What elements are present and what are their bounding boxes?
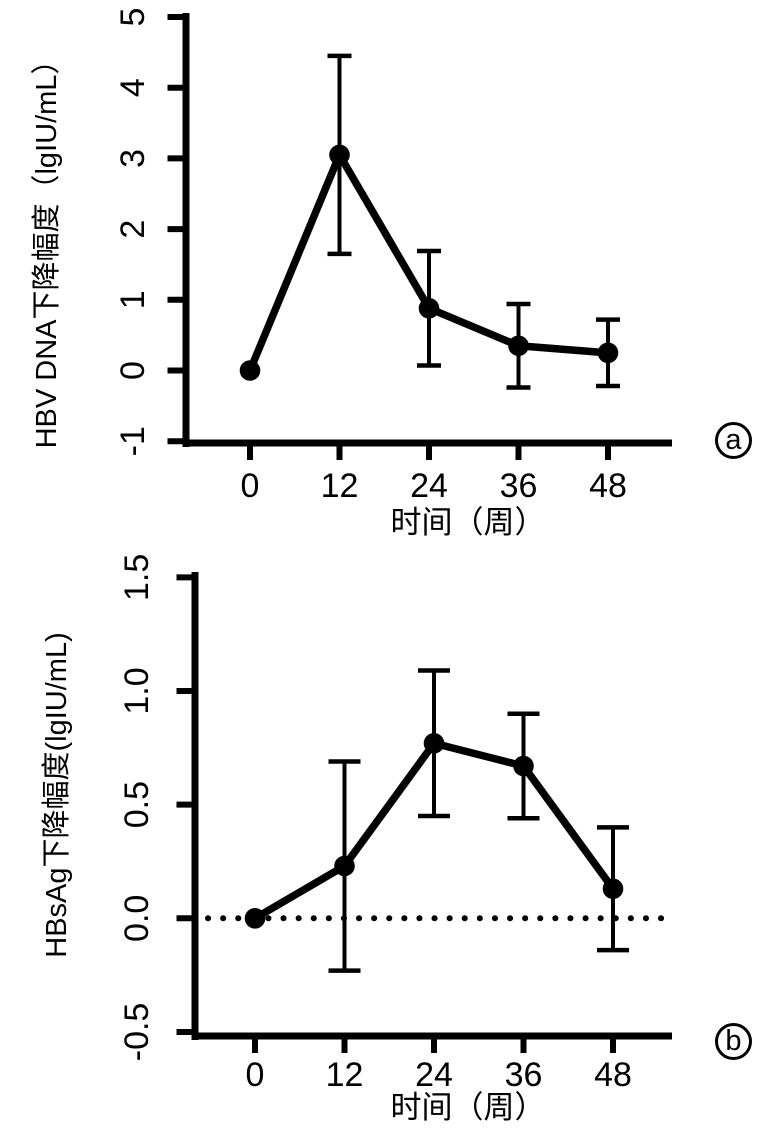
b-x-tick-label: 0	[246, 1056, 265, 1094]
b-data-point	[244, 908, 266, 929]
a-y-tick-label: 5	[114, 8, 152, 27]
b-data-point	[602, 878, 624, 900]
b-y-tick-label: 0.5	[118, 781, 156, 828]
panel-b-badge: b	[715, 1023, 752, 1060]
a-data-point	[418, 297, 440, 319]
a-x-tick-label: 36	[500, 467, 538, 505]
a-x-tick-label: 12	[321, 467, 359, 505]
a-x-tick-label: 24	[410, 467, 448, 505]
chart-panel-a: 5 4 3 2 1 0 -1 0 12 24 36 48 时间（周） HBV DNA下降幅度（lgIU/m…	[30, 8, 672, 540]
b-y-axis-title: HBsAg下降幅度(lgIU/mL)	[40, 632, 73, 958]
b-x-tick-label: 24	[415, 1056, 453, 1094]
b-y-tick-label: 1.5	[118, 554, 156, 601]
a-data-point	[508, 335, 529, 357]
b-x-tick-label: 48	[594, 1056, 632, 1094]
a-x-axis-title: 时间（周）	[391, 505, 546, 540]
b-y-tick-label: -0.5	[118, 1003, 156, 1062]
a-y-tick-label: 3	[114, 149, 152, 168]
b-x-tick-label: 36	[505, 1056, 543, 1094]
b-x-tick-label: 12	[326, 1056, 364, 1094]
b-data-point	[513, 755, 534, 777]
a-data-point	[597, 342, 619, 364]
a-x-tick-label: 48	[589, 467, 627, 505]
b-data-point	[334, 855, 355, 877]
b-y-tick-label: 1.0	[118, 667, 156, 714]
b-y-tick-label: 0.0	[118, 895, 156, 942]
panel-a-letter: a	[725, 424, 742, 456]
b-x-axis-title: 时间（周）	[391, 1090, 546, 1125]
panel-b-letter: b	[725, 1025, 742, 1057]
a-y-tick-label: 1	[114, 290, 152, 309]
a-data-point	[329, 144, 350, 166]
a-data-point	[239, 360, 261, 381]
a-y-tick-label: 0	[114, 361, 152, 380]
a-y-tick-label: 2	[114, 220, 152, 239]
a-y-tick-label: -1	[114, 426, 152, 456]
a-x-tick-label: 0	[241, 467, 260, 505]
panel-a-badge: a	[715, 422, 752, 459]
a-y-tick-label: 4	[114, 78, 152, 97]
chart-panel-b: 1.5 1.0 0.5 0.0 -0.5 0 12 24 36 48 时间（周） HBsAg下降幅度(…	[40, 554, 672, 1125]
b-data-point	[423, 732, 445, 754]
a-y-axis-title: HBV DNA下降幅度（lgIU/mL）	[30, 46, 63, 449]
